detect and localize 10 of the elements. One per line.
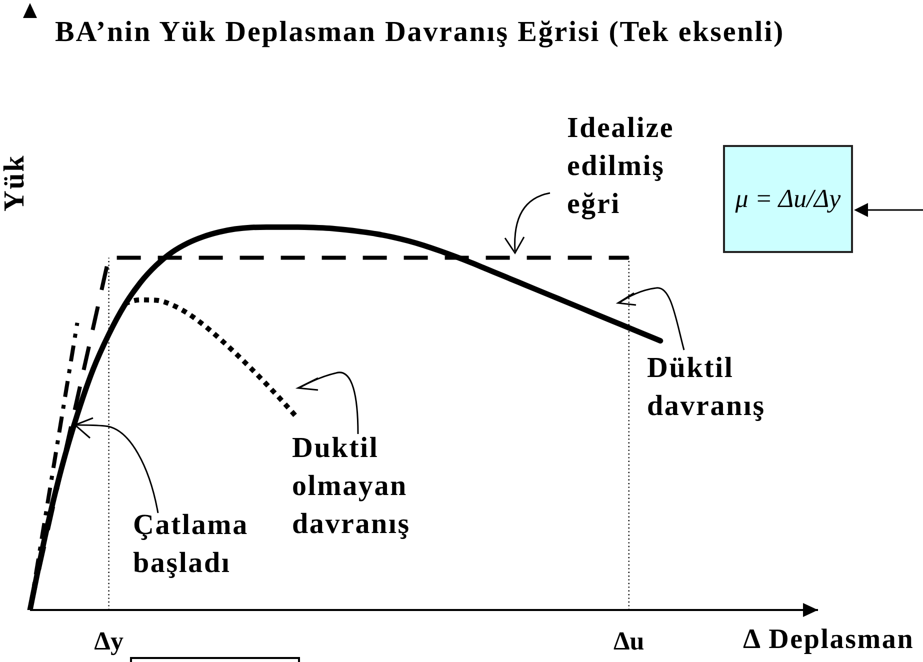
annotation: Duktil olmayan davranış [292, 431, 410, 542]
x-tick-label: Δy [94, 626, 124, 656]
formula-box: μ = Δu/Δy [723, 145, 853, 253]
chart-title: BA’nin Yük Deplasman Davranış Eğrisi (Tek eksenli) [55, 16, 785, 50]
x-tick-label: Δu [613, 626, 644, 656]
text: Idealize edilmiş eğri [567, 111, 674, 222]
y-axis-title: Yük [0, 154, 30, 212]
annotation: Çatlama başladı [133, 508, 248, 581]
x-axis-title: Δ Deplasman [743, 624, 914, 655]
annotation: Düktil davranış [647, 351, 766, 424]
